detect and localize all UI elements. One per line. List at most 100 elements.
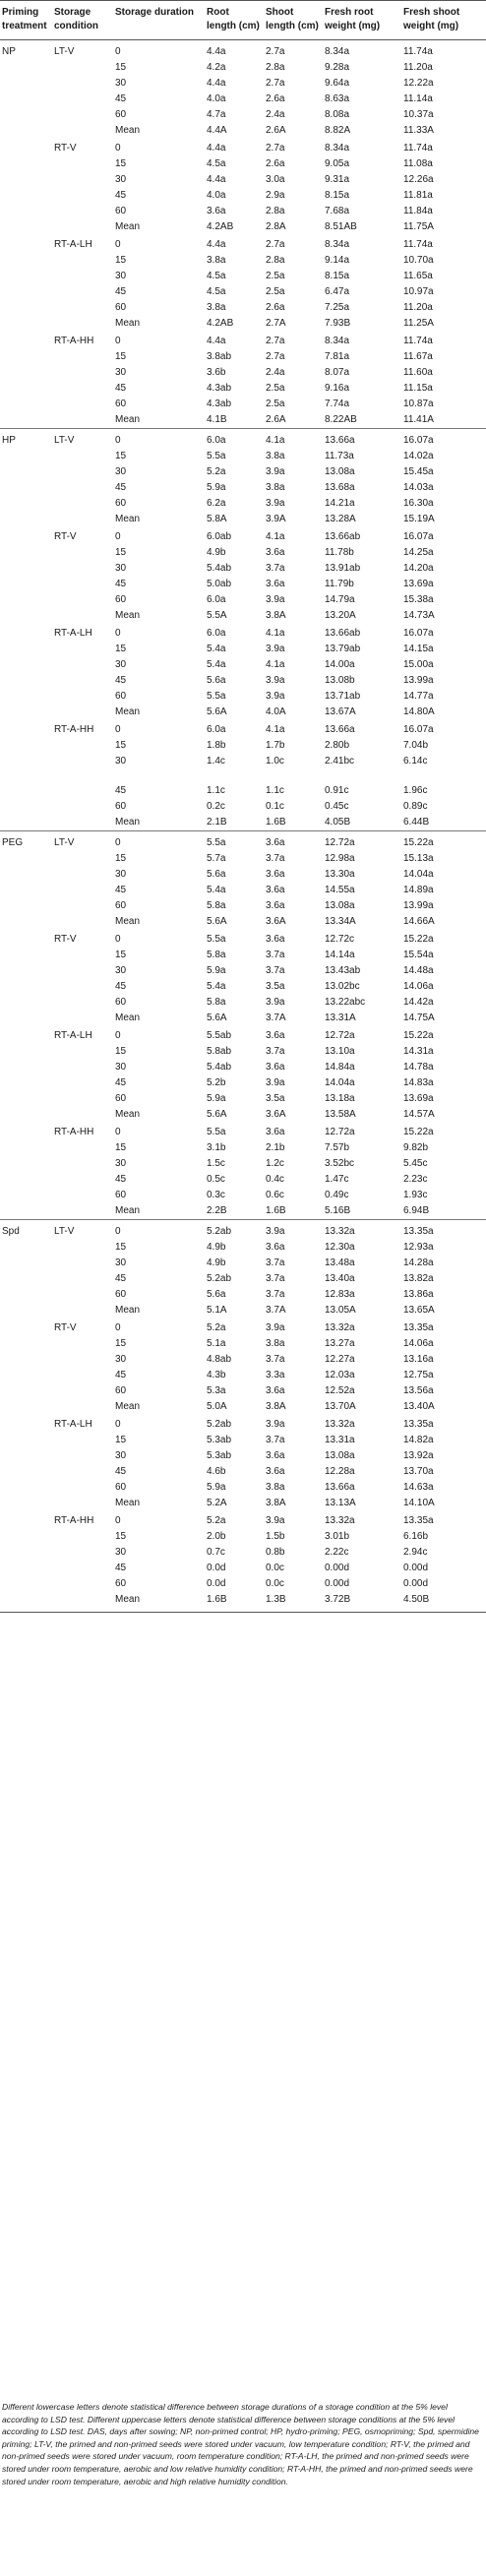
shoot-length-cell: 2.5a [266, 271, 285, 281]
table-row: RT-V 0 5.2a 3.9a 13.32a 13.35a [0, 1319, 486, 1336]
root-length-cell: 5.8a [207, 997, 226, 1008]
storage-condition-cell [51, 365, 112, 381]
root-length-cell: 2.2B [207, 1205, 227, 1216]
table-row: 15 5.8ab 3.7a 13.10a 14.31a [0, 1044, 486, 1060]
fresh-shoot-weight-cell: 13.65A [403, 1305, 435, 1316]
root-length-cell: 2.0b [207, 1531, 226, 1542]
storage-duration-cell: 60 [115, 302, 127, 313]
shoot-length-cell: 0.4c [266, 1174, 284, 1185]
root-length-cell: 5.3ab [207, 1450, 232, 1461]
priming-treatment-cell [0, 1480, 51, 1496]
root-length-cell: 5.1A [207, 1305, 227, 1316]
fresh-root-weight-cell: 12.30a [325, 1242, 355, 1253]
fresh-shoot-weight-cell: 14.75A [403, 1012, 435, 1023]
storage-duration-cell: 60 [115, 900, 127, 911]
priming-treatment-cell [0, 349, 51, 365]
storage-condition-cell [51, 1287, 112, 1303]
table-row: Mean 5.6A 4.0A 13.67A 14.80A [0, 705, 486, 720]
storage-condition-cell [51, 1140, 112, 1156]
root-length-cell: 4.4a [207, 78, 226, 89]
fresh-shoot-weight-cell: 13.86a [403, 1289, 434, 1300]
fresh-root-weight-cell: 1.47c [325, 1174, 349, 1185]
storage-duration-cell: 0 [115, 239, 121, 250]
table-row: 60 6.0a 3.9a 14.79a 15.38a [0, 592, 486, 608]
priming-treatment-cell [0, 883, 51, 898]
fresh-root-weight-cell: 8.15a [325, 190, 350, 201]
priming-treatment-cell [0, 608, 51, 624]
storage-condition-cell [51, 799, 112, 815]
fresh-shoot-weight-cell: 0.00d [403, 1563, 429, 1573]
storage-duration-cell: 30 [115, 1354, 127, 1365]
storage-condition-cell [51, 657, 112, 673]
fresh-shoot-weight-cell: 14.78a [403, 1062, 434, 1073]
priming-treatment-cell [0, 1075, 51, 1091]
root-length-cell: 5.5a [207, 691, 226, 702]
shoot-length-cell: 3.7A [266, 1012, 286, 1023]
storage-duration-cell: 0 [115, 143, 121, 153]
table-row: 60 6.2a 3.9a 14.21a 16.30a [0, 496, 486, 512]
shoot-length-cell: 3.6a [266, 579, 285, 589]
fresh-root-weight-cell: 13.31A [325, 1012, 356, 1023]
table-row: 30 5.4a 4.1a 14.00a 15.00a [0, 657, 486, 673]
fresh-root-weight-cell: 12.27a [325, 1354, 355, 1365]
priming-treatment-cell [0, 496, 51, 512]
storage-duration-cell: 30 [115, 1158, 127, 1169]
priming-treatment-cell [0, 1188, 51, 1203]
storage-condition-cell [51, 316, 112, 332]
root-length-cell: 2.1B [207, 817, 227, 828]
shoot-length-cell: 3.6a [266, 900, 285, 911]
fresh-root-weight-cell: 13.20A [325, 610, 356, 621]
fresh-shoot-weight-cell: 15.54a [403, 950, 434, 960]
priming-treatment-cell [0, 1448, 51, 1464]
shoot-length-cell: 1.6B [266, 817, 286, 828]
table-row: 30 1.4c 1.0c 2.41bc 6.14c [0, 754, 486, 783]
fresh-shoot-weight-cell: 14.15a [403, 644, 434, 654]
priming-treatment-cell [0, 1415, 51, 1433]
shoot-length-cell: 4.1a [266, 724, 285, 735]
fresh-shoot-weight-cell: 14.63a [403, 1482, 434, 1493]
priming-treatment-cell [0, 1156, 51, 1172]
fresh-shoot-weight-cell: 7.04b [403, 740, 429, 751]
table-row: 45 0.5c 0.4c 1.47c 2.23c [0, 1172, 486, 1188]
table-row: 30 5.9a 3.7a 13.43ab 14.48a [0, 963, 486, 979]
root-length-cell: 1.8b [207, 740, 226, 751]
root-length-cell: 3.1b [207, 1142, 226, 1153]
root-length-cell: 4.2AB [207, 318, 234, 329]
storage-duration-cell: 45 [115, 383, 127, 394]
shoot-length-cell: 3.6a [266, 869, 285, 880]
fresh-shoot-weight-cell: 11.20a [403, 302, 433, 313]
storage-duration-cell: 15 [115, 158, 127, 169]
fresh-root-weight-cell: 13.13A [325, 1498, 356, 1508]
storage-condition-cell [51, 867, 112, 883]
priming-treatment-cell [0, 1464, 51, 1480]
storage-condition-cell [51, 995, 112, 1011]
table-row: RT-A-HH 0 5.5a 3.6a 12.72a 15.22a [0, 1123, 486, 1140]
table-row: 45 0.0d 0.0c 0.00d 0.00d [0, 1561, 486, 1576]
fresh-root-weight-cell: 13.79ab [325, 644, 361, 654]
table-row: 45 1.1c 1.1c 0.91c 1.96c [0, 783, 486, 799]
table-row: Mean 5.6A 3.6A 13.58A 14.57A [0, 1107, 486, 1123]
root-length-cell: 1.1c [207, 785, 225, 796]
storage-duration-cell: 30 [115, 965, 127, 976]
root-length-cell: 0.7c [207, 1547, 225, 1558]
storage-condition-cell [51, 963, 112, 979]
fresh-shoot-weight-cell: 4.50B [400, 1592, 486, 1613]
priming-treatment-cell [0, 1011, 51, 1026]
table-row: 30 1.5c 1.2c 3.52bc 5.45c [0, 1156, 486, 1172]
fresh-root-weight-cell: 3.01b [325, 1531, 350, 1542]
fresh-root-weight-cell: 13.66ab [325, 628, 361, 639]
storage-condition-cell [51, 464, 112, 480]
fresh-root-weight-cell: 14.00a [325, 659, 355, 670]
storage-duration-cell: 0 [115, 336, 121, 346]
storage-duration-cell: 30 [115, 659, 127, 670]
priming-treatment-cell [0, 1545, 51, 1561]
fresh-root-weight-cell: 13.08b [325, 675, 355, 686]
shoot-length-cell: 3.0a [266, 174, 285, 185]
fresh-shoot-weight-cell: 14.06a [403, 981, 434, 992]
shoot-length-cell: 2.4a [266, 367, 285, 378]
shoot-length-cell: 3.7a [266, 853, 285, 864]
storage-duration-cell: 30 [115, 869, 127, 880]
root-length-cell: 5.9a [207, 482, 226, 493]
shoot-length-cell: 1.7b [266, 740, 285, 751]
storage-condition-cell [51, 948, 112, 963]
